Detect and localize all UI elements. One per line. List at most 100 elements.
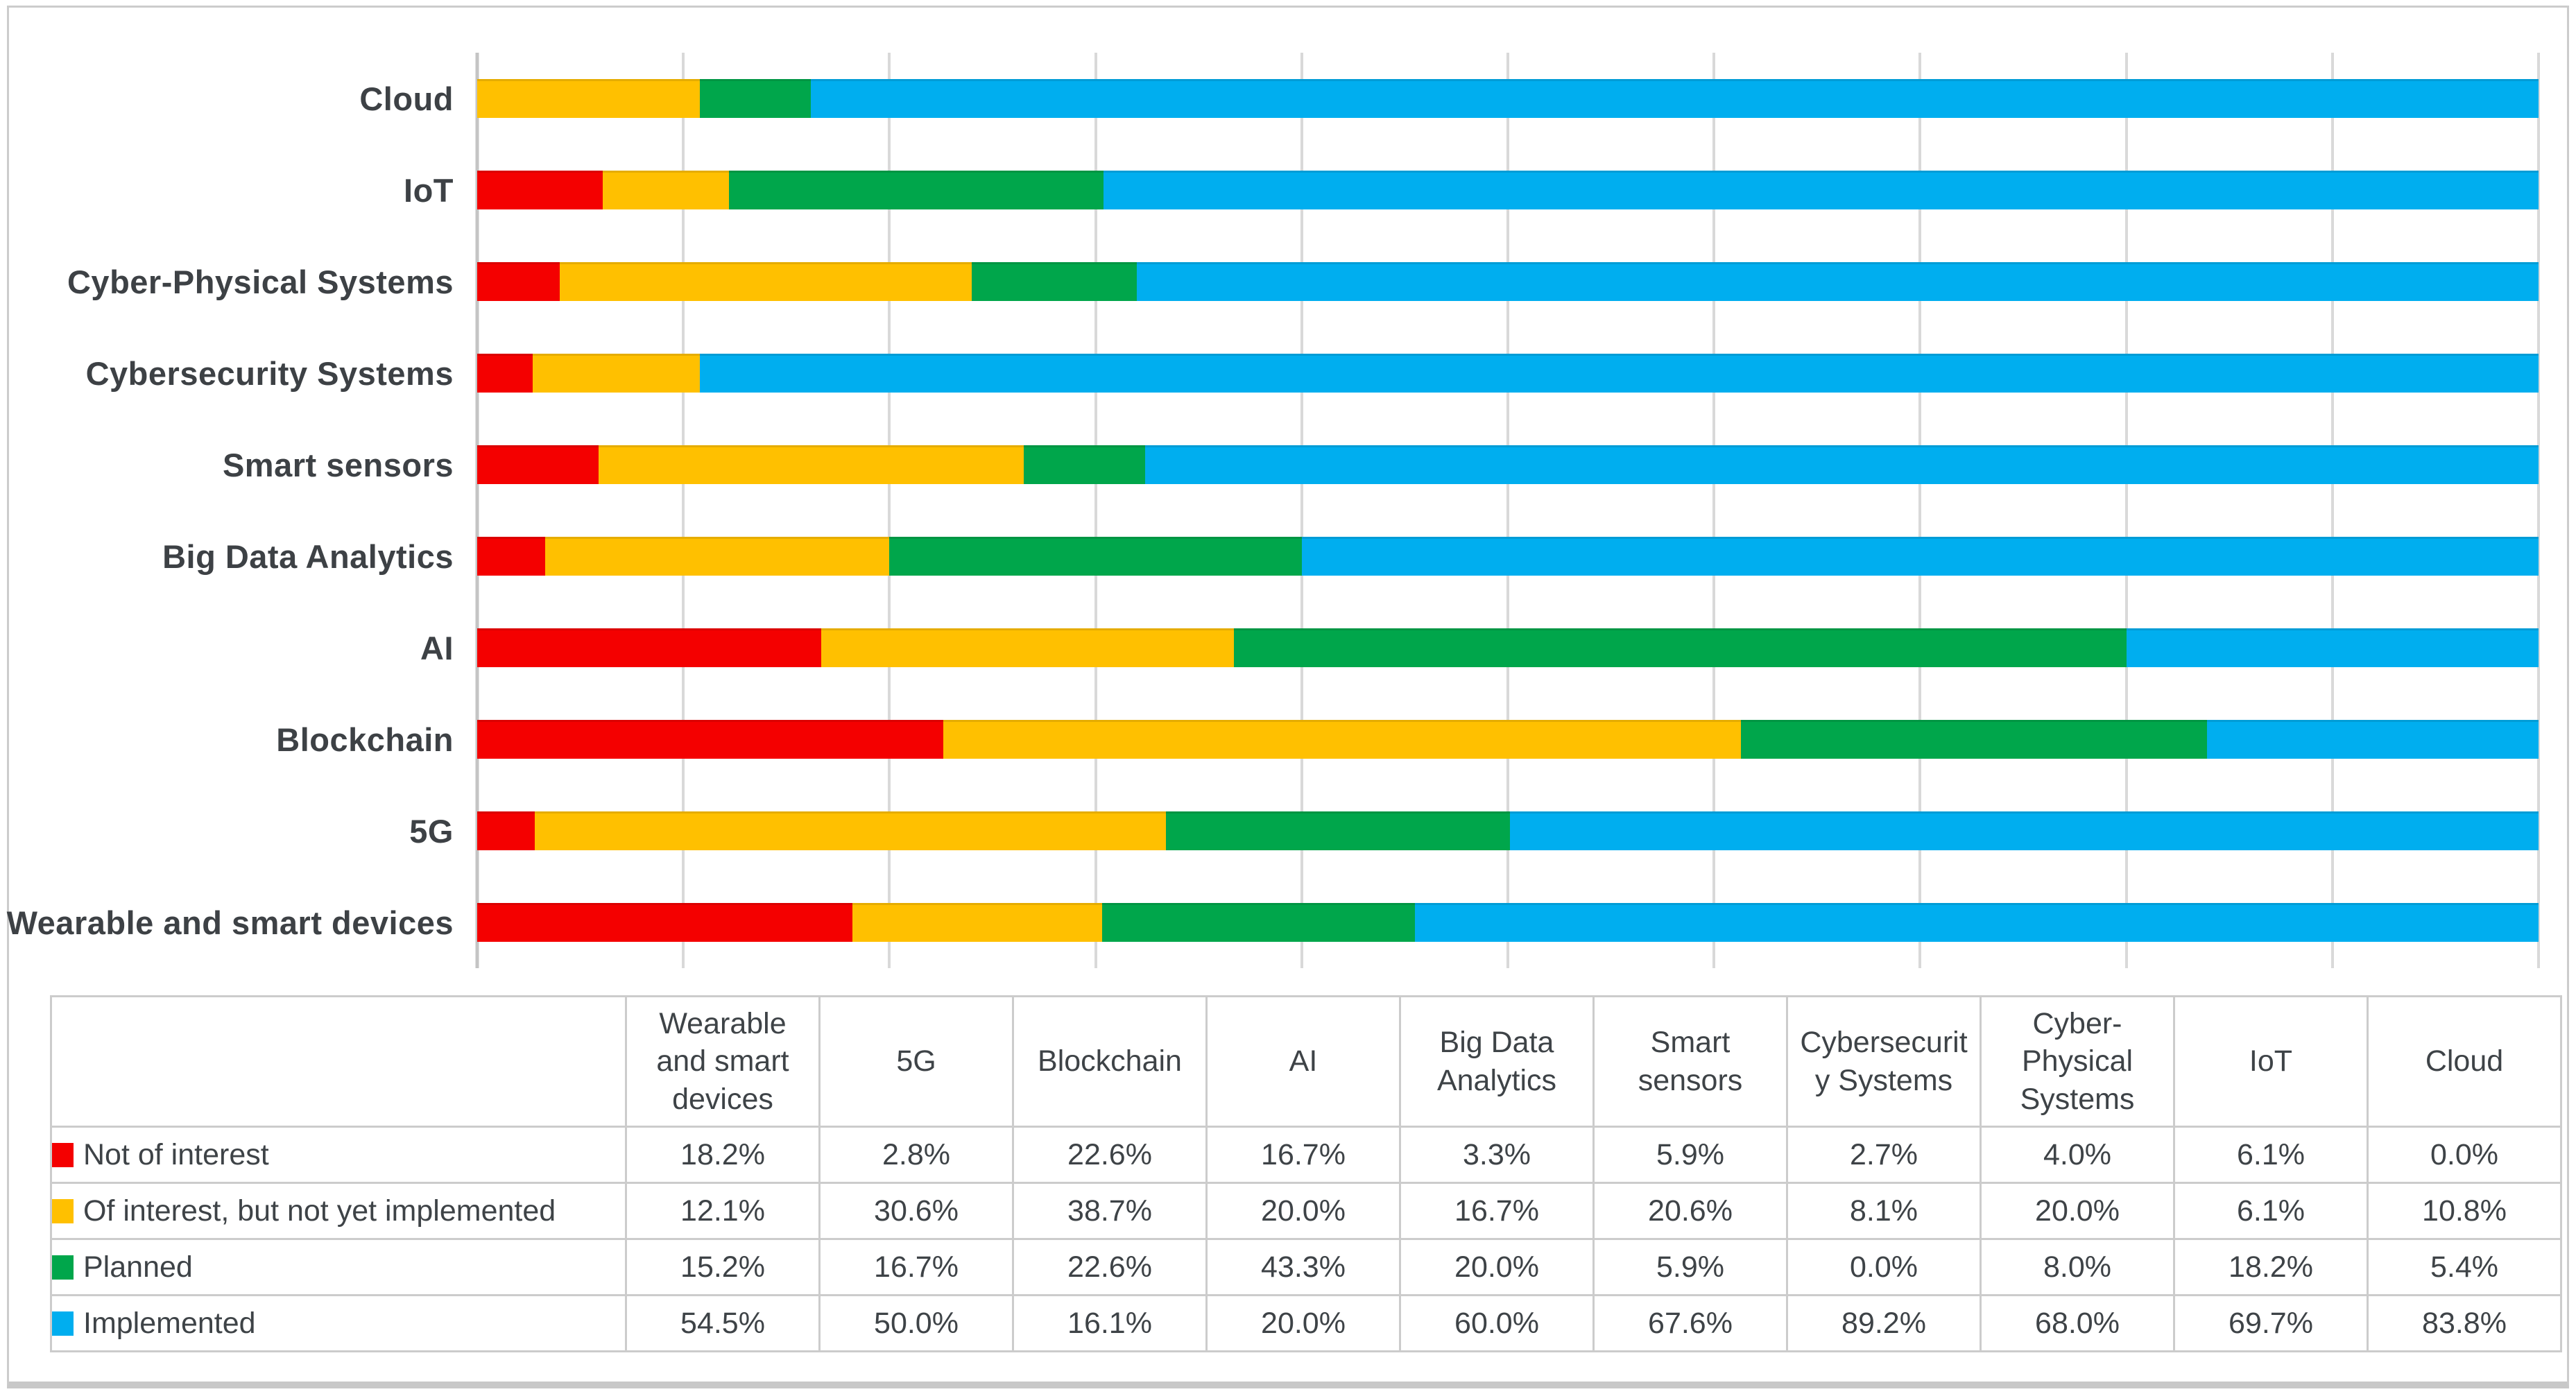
table-header-row: Wearable and smart devices 5G Blockchain AI… — [50, 995, 2562, 1128]
value-cell-smart-sensors-not-of-interest: 5.9% — [1592, 1126, 1788, 1184]
category-label: Cybersecurity Systems — [85, 354, 454, 392]
bar-track — [477, 537, 2539, 576]
category-label: Wearable and smart devices — [6, 904, 454, 941]
value-cell-iot-implemented: 69.7% — [2173, 1294, 2369, 1352]
bar-segment-implemented — [1104, 171, 2539, 209]
category-axis-line — [475, 53, 479, 968]
value-cell-cybersecurity-systems-planned: 0.0% — [1786, 1238, 1982, 1296]
chart-row-blockchain: Blockchain — [0, 694, 2576, 785]
bar-track — [477, 720, 2539, 759]
value-cell-ai-implemented: 20.0% — [1205, 1294, 1401, 1352]
value-cell-5g-not-of-interest: 2.8% — [818, 1126, 1014, 1184]
bar-segment-implemented — [2126, 628, 2539, 667]
chart-row-5g: 5G — [0, 785, 2576, 877]
bar-segment-not-of-interest — [477, 537, 546, 576]
chart-row-smart-sensors: Smart sensors — [0, 419, 2576, 510]
bar-segment-planned — [972, 262, 1137, 301]
grid-line — [1300, 53, 1303, 968]
value-cell-ai-not-of-interest: 16.7% — [1205, 1126, 1401, 1184]
value-cell-iot-planned: 18.2% — [2173, 1238, 2369, 1296]
bar-segment-not-of-interest — [477, 262, 560, 301]
bar-track — [477, 354, 2539, 393]
grid-line — [2330, 53, 2334, 968]
bar-track — [477, 262, 2539, 301]
bar-segment-of-interest-but-not-yet-implemented — [821, 628, 1234, 667]
legend-swatch-of-interest-but-not-yet-implemented — [52, 1198, 74, 1223]
bar-segment-planned — [1101, 903, 1416, 942]
legend-label: Not of interest — [83, 1137, 269, 1171]
category-label: Cyber-Physical Systems — [67, 263, 454, 300]
value-cell-5g-of-interest-but-not-yet-implemented: 30.6% — [818, 1182, 1014, 1240]
column-header-blockchain: Blockchain — [1012, 995, 1208, 1128]
bar-segment-not-of-interest — [477, 811, 535, 850]
legend-cell: Planned — [50, 1238, 627, 1296]
bar-segment-planned — [1023, 445, 1145, 484]
bar-segment-of-interest-but-not-yet-implemented — [477, 79, 700, 118]
bar-segment-of-interest-but-not-yet-implemented — [603, 171, 729, 209]
value-cell-smart-sensors-of-interest-but-not-yet-implemented: 20.6% — [1592, 1182, 1788, 1240]
bar-segment-of-interest-but-not-yet-implemented — [852, 903, 1102, 942]
category-label: Blockchain — [276, 721, 454, 758]
value-cell-wearable-and-smart-devices-not-of-interest: 18.2% — [625, 1126, 821, 1184]
data-table-wrap: Wearable and smart devices 5G Blockchain AI… — [50, 995, 2562, 1352]
bar-track — [477, 903, 2539, 942]
legend-swatch-implemented — [52, 1311, 74, 1336]
value-cell-cybersecurity-systems-not-of-interest: 2.7% — [1786, 1126, 1982, 1184]
grid-line — [682, 53, 685, 968]
value-cell-big-data-analytics-of-interest-but-not-yet-implemented: 16.7% — [1399, 1182, 1595, 1240]
grid-line — [1506, 53, 1509, 968]
value-cell-cloud-implemented: 83.8% — [2367, 1294, 2562, 1352]
category-label: Big Data Analytics — [162, 537, 454, 575]
value-cell-ai-of-interest-but-not-yet-implemented: 20.0% — [1205, 1182, 1401, 1240]
bar-segment-implemented — [811, 79, 2539, 118]
chart-row-cybersecurity-systems: Cybersecurity Systems — [0, 327, 2576, 419]
bar-segment-planned — [728, 171, 1104, 209]
legend-cell: Implemented — [50, 1294, 627, 1352]
category-label: Cloud — [359, 80, 454, 117]
column-header-cybersecurity-systems: Cybersecurit y Systems — [1786, 995, 1982, 1128]
bar-segment-not-of-interest — [477, 628, 822, 667]
bar-segment-implemented — [1137, 262, 2539, 301]
bar-segment-of-interest-but-not-yet-implemented — [943, 720, 1741, 759]
bar-segment-planned — [1740, 720, 2207, 759]
value-cell-cyber-physical-systems-implemented: 68.0% — [1980, 1294, 2175, 1352]
table-corner-cell — [50, 995, 627, 1128]
legend-swatch-planned — [52, 1255, 74, 1280]
bar-track — [477, 445, 2539, 484]
legend-cell: Not of interest — [50, 1126, 627, 1184]
value-cell-cybersecurity-systems-of-interest-but-not-yet-implemented: 8.1% — [1786, 1182, 1982, 1240]
legend-swatch-not-of-interest — [52, 1142, 74, 1167]
value-cell-iot-of-interest-but-not-yet-implemented: 6.1% — [2173, 1182, 2369, 1240]
bar-segment-of-interest-but-not-yet-implemented — [533, 354, 700, 393]
bar-track — [477, 171, 2539, 209]
bar-track — [477, 811, 2539, 850]
value-cell-smart-sensors-implemented: 67.6% — [1592, 1294, 1788, 1352]
table-body: Wearable and smart devices 5G Blockchain AI… — [50, 995, 2562, 1352]
legend-cell: Of interest, but not yet implemented — [50, 1182, 627, 1240]
column-header-smart-sensors: Smart sensors — [1592, 995, 1788, 1128]
table-row-planned: Planned 15.2% 16.7% 22.6% 43.3% 20.0% 5.9% 0.0%… — [50, 1238, 2562, 1296]
bar-segment-of-interest-but-not-yet-implemented — [559, 262, 972, 301]
value-cell-wearable-and-smart-devices-of-interest-but-not-yet-implemented: 12.1% — [625, 1182, 821, 1240]
bar-segment-implemented — [1415, 903, 2539, 942]
bar-segment-implemented — [699, 354, 2539, 393]
value-cell-cyber-physical-systems-planned: 8.0% — [1980, 1238, 2175, 1296]
chart-row-ai: AI — [0, 602, 2576, 694]
bar-segment-planned — [1165, 811, 1510, 850]
value-cell-cloud-planned: 5.4% — [2367, 1238, 2562, 1296]
bar-segment-not-of-interest — [477, 903, 852, 942]
data-table: Wearable and smart devices 5G Blockchain AI… — [50, 995, 2562, 1352]
bar-segment-not-of-interest — [477, 445, 599, 484]
column-header-cloud: Cloud — [2367, 995, 2562, 1128]
value-cell-cybersecurity-systems-implemented: 89.2% — [1786, 1294, 1982, 1352]
value-cell-cyber-physical-systems-not-of-interest: 4.0% — [1980, 1126, 2175, 1184]
bar-segment-implemented — [1509, 811, 2539, 850]
stacked-bar-chart: Cloud IoT Cyber-Physical Systems Cybersecur… — [0, 53, 2576, 968]
bar-segment-not-of-interest — [477, 720, 943, 759]
value-cell-big-data-analytics-implemented: 60.0% — [1399, 1294, 1595, 1352]
value-cell-wearable-and-smart-devices-implemented: 54.5% — [625, 1294, 821, 1352]
value-cell-5g-implemented: 50.0% — [818, 1294, 1014, 1352]
table-row-not-of-interest: Not of interest 18.2% 2.8% 22.6% 16.7% 3.3% 5.… — [50, 1126, 2562, 1184]
table-row-of-interest-but-not-yet-implemented: Of interest, but not yet implemented 12.1… — [50, 1182, 2562, 1240]
bar-segment-planned — [699, 79, 812, 118]
